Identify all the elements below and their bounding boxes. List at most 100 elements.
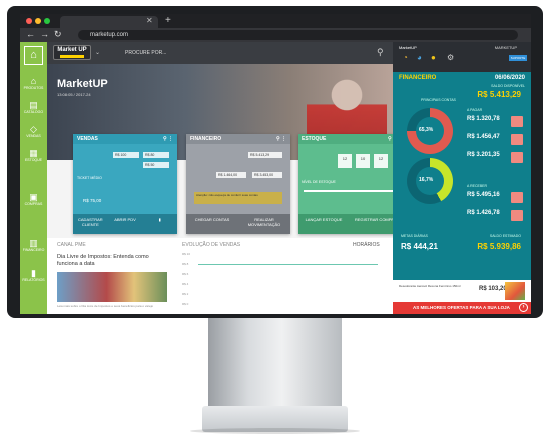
hero-subtitle: 13:08:05 / 2017-24 <box>57 92 91 97</box>
estoque-section-label: NÍVEL DE ESTOQUE <box>302 180 336 184</box>
news-text: Leia mais sobre o Dia Livre de Impostos … <box>57 304 154 308</box>
donut-percent: 16,7% <box>419 177 434 183</box>
card-header: FINANCEIRO ⚲ ⋮ <box>186 134 290 144</box>
news-image[interactable] <box>57 272 167 302</box>
sidebar: ⌂ ⌂ PRODUTOS ▤ CATÁLOGO ◇ VENDAS ▦ ESTOQUE ▣… <box>20 42 47 314</box>
browser-tab[interactable] <box>60 16 158 28</box>
pagar-status-icon[interactable] <box>511 152 523 163</box>
sidebar-item-label: CATÁLOGO <box>23 110 44 114</box>
back-icon[interactable]: ← <box>26 29 35 39</box>
logo[interactable]: Market UP <box>53 45 91 60</box>
screen: ✕ + ← → ↻ marketup.com ⌂ ⌂ PRODUTOS ▤ CATÁ… <box>20 14 531 314</box>
receber-status-icon[interactable] <box>511 210 523 221</box>
close-window-dot[interactable] <box>26 18 32 24</box>
card-vendas: VENDAS ⚲ ⋮ R$ 100 R$ 80 R$ 50 TICKET MÉD… <box>73 134 177 234</box>
abrir-pdv-button[interactable]: ABRIR PDV <box>114 217 136 222</box>
financeiro-value: R$ 5.413,29 <box>248 152 282 158</box>
sidebar-item-label: RELATÓRIOS <box>22 278 45 282</box>
card-header-icons[interactable]: ⚲ ⋮ <box>387 136 398 142</box>
saldo-estimado-label: SALDO ESTIMADO <box>489 234 521 238</box>
receber-status-icon[interactable] <box>511 192 523 203</box>
card-header-icons[interactable]: ⚲ ⋮ <box>162 136 173 142</box>
y-tick: R$ 6 <box>182 272 189 276</box>
financeiro-panel: FINANCEIRO 06/06/2020 SALDO DISPONÍVEL P… <box>393 72 531 280</box>
monitor-stand <box>208 318 342 410</box>
logo-bar <box>60 55 84 58</box>
cart-icon: ▣ <box>29 192 38 202</box>
lightbulb-icon[interactable]: ● <box>431 53 436 62</box>
card-footer: CHEGAR CONTAS REALIZAR MOVIMENTAÇÃO <box>186 214 290 234</box>
search-input[interactable]: PROCURE POR... <box>125 50 167 56</box>
chart-filter-select[interactable]: HORÁRIOS <box>353 242 380 248</box>
sidebar-item-label: VENDAS <box>26 134 41 138</box>
address-bar: ← → ↻ marketup.com <box>20 28 531 42</box>
estoque-value: 12 <box>338 154 352 168</box>
registrar-compra-button[interactable]: REGISTRAR COMPRA <box>354 217 397 222</box>
offers-cta-button[interactable]: AS MELHORES OFERTAS PARA A SUA LOJA › <box>393 302 531 314</box>
chegar-contas-button[interactable]: CHEGAR CONTAS <box>194 217 230 222</box>
offer-ad[interactable]: Desodorante Aerosol Rexona Feminino 150m… <box>393 280 531 302</box>
financeiro-alert: Atenção: não esqueça de conferir suas co… <box>194 192 282 204</box>
chevron-down-icon[interactable]: ⌄ <box>95 50 101 56</box>
financeiro-title[interactable]: FINANCEIRO <box>399 75 437 81</box>
lancar-estoque-button[interactable]: LANÇAR ESTOQUE <box>305 217 343 222</box>
tag-icon: ⌂ <box>30 76 37 86</box>
saldo-label: SALDO DISPONÍVEL <box>491 84 525 88</box>
card-header-icons[interactable]: ⚲ ⋮ <box>275 136 286 142</box>
maximize-window-dot[interactable] <box>44 18 50 24</box>
financeiro-value: R$ 3.453,00 <box>252 172 282 178</box>
sidebar-item-catalogo[interactable]: ▤ CATÁLOGO <box>20 100 47 114</box>
estoque-level-bar <box>304 190 394 192</box>
metas-value: R$ 444,21 <box>401 242 438 251</box>
bell-icon[interactable]: ◔ <box>403 53 408 62</box>
financeiro-value: R$ 1.464,00 <box>216 172 246 178</box>
a-pagar-value: R$ 3.201,35 <box>467 152 500 158</box>
card-estoque: ESTOQUE ⚲ ⋮ 12 10 12 NÍVEL DE ESTOQUE LA… <box>298 134 402 234</box>
support-button[interactable]: SUPORTE <box>509 55 527 61</box>
tab-close-icon[interactable]: ✕ <box>146 16 153 25</box>
sidebar-item-compras[interactable]: ▣ COMPRAS <box>20 192 47 206</box>
principais-contas-label: PRINCIPAIS CONTAS <box>421 98 456 102</box>
news-title[interactable]: Dia Livre de Impostos: Entenda como func… <box>57 254 149 267</box>
y-tick: R$ 10 <box>182 252 191 256</box>
cadastrar-cliente-button[interactable]: CADASTRAR CLIENTE <box>78 217 103 227</box>
sidebar-item-financeiro[interactable]: ▥ FINANCEIRO <box>20 238 47 252</box>
vendas-value: R$ 50 <box>143 162 169 168</box>
estoque-value: 10 <box>356 154 370 168</box>
sidebar-item-estoque[interactable]: ▦ ESTOQUE <box>20 148 47 162</box>
realizar-movimentacao-button[interactable]: REALIZAR MOVIMENTAÇÃO <box>247 217 281 227</box>
reports-icon: ▮ <box>31 268 36 278</box>
dashboard-icon[interactable]: ◕ <box>417 53 422 62</box>
reload-icon[interactable]: ↻ <box>54 29 62 39</box>
url-text: marketup.com <box>90 32 129 38</box>
arrow-right-icon: › <box>519 303 528 312</box>
pagar-status-icon[interactable] <box>511 116 523 127</box>
sidebar-item-relatorios[interactable]: ▮ RELATÓRIOS <box>20 268 47 282</box>
gear-icon[interactable]: ⚙ <box>447 53 455 62</box>
new-tab-icon[interactable]: + <box>165 15 171 26</box>
vendas-value: R$ 100 <box>113 152 139 158</box>
sidebar-item-produtos[interactable]: ⌂ PRODUTOS <box>20 76 47 90</box>
donut-percent: 65,3% <box>419 127 434 133</box>
url-field[interactable]: marketup.com <box>78 30 518 40</box>
extra-action-button[interactable]: ▮ <box>158 217 161 222</box>
sidebar-item-label: PRODUTOS <box>23 86 44 90</box>
home-icon[interactable]: ⌂ <box>24 46 43 65</box>
y-tick: R$ 4 <box>182 282 189 286</box>
date-display: 06/06/2020 <box>494 75 525 81</box>
pagar-status-icon[interactable] <box>511 134 523 145</box>
card-title: ESTOQUE <box>302 136 327 142</box>
card-financeiro: FINANCEIRO ⚲ ⋮ R$ 5.413,29 R$ 1.464,00 R… <box>186 134 290 234</box>
metas-label: METAS DIÁRIAS <box>401 234 428 238</box>
y-tick: R$ 0 <box>182 302 189 306</box>
minimize-window-dot[interactable] <box>35 18 41 24</box>
a-pagar-value: R$ 1.320,78 <box>467 116 500 122</box>
y-tick: R$ 2 <box>182 292 189 296</box>
metas-donut <box>407 158 453 204</box>
search-icon[interactable]: ⚲ <box>377 47 384 57</box>
forward-icon[interactable]: → <box>40 29 49 39</box>
main-area: Market UP ⌄ PROCURE POR... ⚲ MarketUP 13… <box>47 42 402 314</box>
sidebar-item-vendas[interactable]: ◇ VENDAS <box>20 124 47 138</box>
ad-price: R$ 103,20 <box>479 286 507 292</box>
